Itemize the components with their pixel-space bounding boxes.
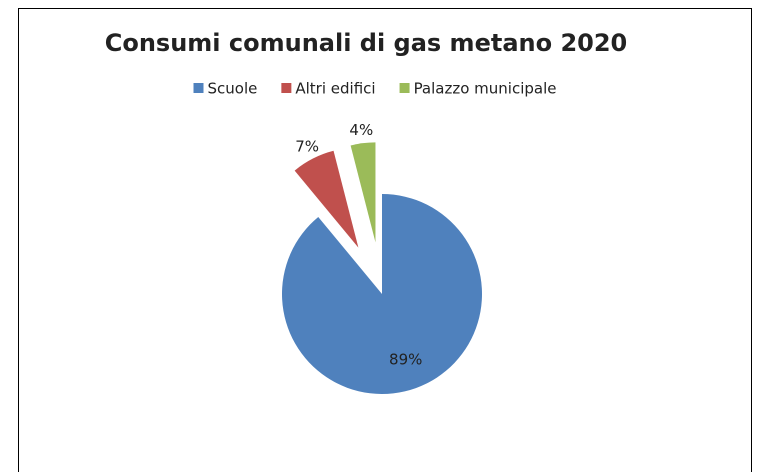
pie-slice	[282, 194, 482, 394]
legend-swatch	[193, 83, 204, 93]
legend-label: Palazzo municipale	[414, 80, 557, 98]
pie-slice	[350, 142, 376, 243]
legend-swatch	[281, 83, 292, 93]
pie-slice	[294, 150, 359, 248]
legend-label: Scuole	[208, 80, 258, 98]
data-label: 4%	[349, 121, 373, 139]
data-label: 7%	[295, 137, 319, 155]
data-label: 89%	[389, 350, 422, 368]
chart-title: Consumi comunali di gas metano 2020	[105, 29, 628, 57]
legend-label: Altri edifici	[295, 80, 375, 98]
legend-swatch	[399, 83, 410, 93]
